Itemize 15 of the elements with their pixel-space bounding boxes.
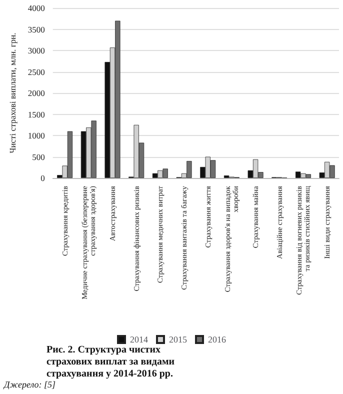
y-tick-label: 2000: [28, 88, 45, 98]
y-tick-label: 3500: [28, 24, 45, 34]
y-tick-label: 0: [40, 173, 45, 183]
y-tick-label: 500: [32, 152, 45, 162]
y-tick-label: 1500: [28, 109, 45, 120]
text: Рис. 2. Структура чистих страхових виплат за видами страхування у 2014-2016 рр.: [46, 344, 178, 380]
legend-label: 2014: [130, 334, 148, 344]
legend-label: 2016: [208, 334, 226, 344]
y-tick-label: 1000: [28, 130, 45, 140]
legend-label: 2015: [169, 334, 188, 344]
y-tick-label: 2500: [28, 66, 45, 77]
text: Джерело: [5]: [3, 380, 56, 390]
y-tick-label: 4000: [28, 3, 45, 13]
y-axis-title: Чисті страхові виплати, млн. грн.: [8, 32, 18, 154]
y-tick-label: 3000: [28, 46, 45, 56]
